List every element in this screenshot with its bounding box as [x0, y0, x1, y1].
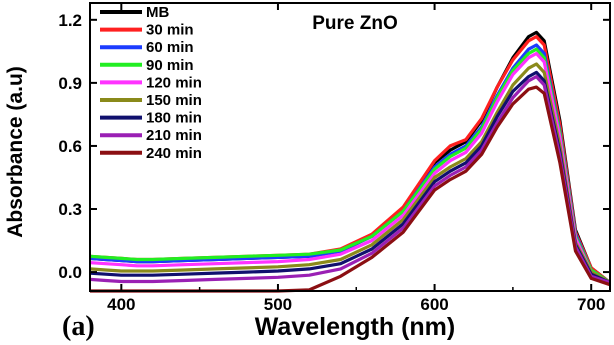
legend-label-7: 210 min	[146, 127, 202, 144]
series-line-6	[89, 70, 611, 285]
legend-label-8: 240 min	[146, 145, 202, 162]
legend-label-0: MB	[146, 4, 169, 21]
legend-label-4: 120 min	[146, 74, 202, 91]
y-tick-label: 0.0	[58, 263, 82, 282]
axes: 400 500 600 700 0.0 0.3 0.6 0.9 1.2	[58, 2, 611, 314]
series-lines	[89, 30, 611, 293]
y-tick-label: 1.2	[58, 11, 82, 30]
legend-label-5: 150 min	[146, 92, 202, 109]
y-tick-label: 0.6	[58, 137, 82, 156]
y-axis-title: Absorbance (a.u)	[4, 66, 27, 238]
legend-label-6: 180 min	[146, 110, 202, 127]
series-line-5	[89, 62, 611, 284]
x-axis-title: Wavelength (nm)	[255, 313, 455, 341]
series-line-7	[89, 75, 611, 285]
y-tick-label: 0.9	[58, 74, 82, 93]
chart-title: Pure ZnO	[312, 13, 398, 34]
x-tick-label: 600	[420, 295, 448, 314]
series-line-4	[89, 51, 611, 284]
x-tick-label: 400	[107, 295, 135, 314]
legend-label-3: 90 min	[146, 57, 194, 74]
plot-frame	[89, 2, 611, 292]
x-tick-label: 700	[577, 295, 605, 314]
panel-label: (a)	[62, 311, 95, 342]
legend-label-2: 60 min	[146, 39, 194, 56]
y-tick-label: 0.3	[58, 200, 82, 219]
x-tick-label: 500	[264, 295, 292, 314]
series-line-3	[89, 47, 611, 284]
legend-label-1: 30 min	[146, 22, 194, 39]
